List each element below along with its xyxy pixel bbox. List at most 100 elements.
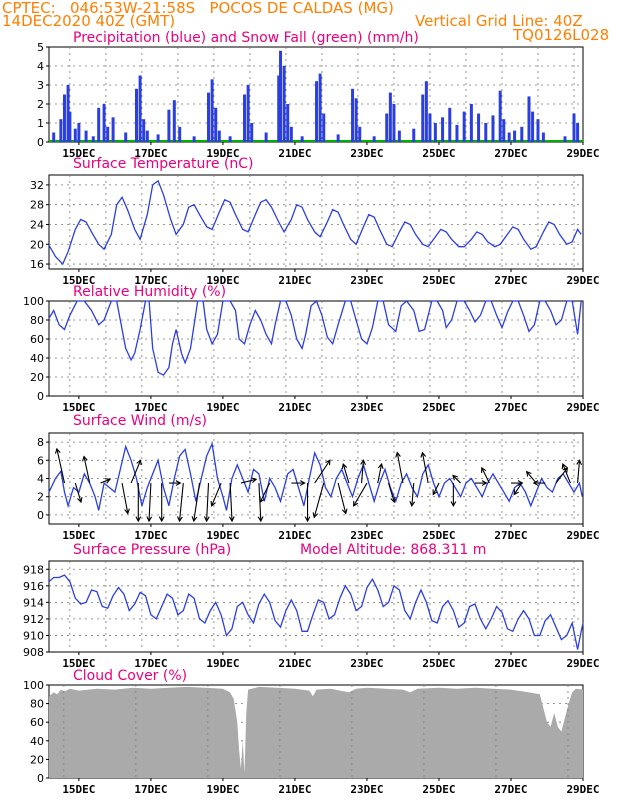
wind-arrow-head bbox=[77, 497, 83, 504]
wind-arrow bbox=[353, 482, 368, 507]
wind-arrow-head bbox=[299, 480, 306, 486]
wind-arrow bbox=[130, 460, 142, 484]
x-tick-label: 17DEC bbox=[134, 274, 167, 287]
wind-arrow-head bbox=[312, 512, 319, 519]
precip-bar bbox=[66, 85, 70, 142]
grid-note: Vertical Grid Line: 40Z bbox=[415, 12, 583, 30]
wind-arrow-head bbox=[513, 489, 519, 496]
precip-bar bbox=[563, 136, 567, 142]
y-tick-label: 28 bbox=[30, 199, 44, 212]
precip-bar bbox=[106, 126, 110, 142]
wind-arrow-head bbox=[104, 478, 112, 484]
wind-arrow bbox=[432, 482, 440, 495]
x-tick-label: 17DEC bbox=[134, 529, 167, 542]
header-line1: CPTEC: 046:53W-21:58S POCOS DE CALDAS (M… bbox=[2, 0, 394, 17]
x-tick-label: 19DEC bbox=[206, 147, 239, 160]
precip-bar bbox=[250, 123, 254, 142]
wind-arrow-head bbox=[341, 462, 348, 470]
wind-arrow-head bbox=[525, 470, 532, 477]
run-code: TQ0126L028 bbox=[513, 26, 610, 44]
y-tick-label: 8 bbox=[37, 436, 44, 449]
wind-arrow bbox=[121, 482, 129, 514]
precip-bar bbox=[217, 130, 221, 142]
precip-bar bbox=[336, 134, 340, 142]
wind-arrow-head bbox=[135, 516, 142, 523]
x-tick-label: 23DEC bbox=[350, 274, 383, 287]
precip-bar bbox=[412, 128, 416, 142]
x-tick-label: 15DEC bbox=[62, 657, 95, 670]
precip-bar bbox=[520, 126, 524, 142]
wind-arrow-head bbox=[341, 508, 348, 515]
wind-arrow-head bbox=[304, 516, 311, 523]
wind-arrow bbox=[178, 482, 184, 522]
y-tick-label: 5 bbox=[37, 41, 44, 54]
wind-arrow bbox=[396, 452, 404, 484]
wind-arrow bbox=[240, 478, 257, 484]
x-tick-label: 27DEC bbox=[494, 783, 527, 796]
wind-arrow-head bbox=[136, 459, 142, 466]
precip-bar bbox=[576, 123, 580, 142]
x-tick-label: 25DEC bbox=[422, 657, 455, 670]
wind-arrow-head bbox=[481, 480, 488, 486]
precip-bar bbox=[462, 111, 466, 142]
wind-arrow bbox=[411, 483, 415, 506]
x-tick-label: 15DEC bbox=[62, 274, 95, 287]
precip-bar bbox=[178, 126, 182, 142]
precip-bar bbox=[84, 130, 88, 142]
x-tick-label: 15DEC bbox=[62, 147, 95, 160]
panel-frame-1 bbox=[48, 174, 584, 270]
y-tick-label: 914 bbox=[23, 596, 44, 609]
precip-bar bbox=[388, 92, 392, 142]
wind-arrow-head bbox=[82, 455, 88, 462]
x-tick-label: 21DEC bbox=[278, 657, 311, 670]
wind-arrow-head bbox=[257, 516, 264, 523]
wind-arrow bbox=[56, 448, 66, 484]
wind-arrow-head bbox=[158, 516, 165, 523]
precip-bar bbox=[322, 113, 326, 142]
precip-bar bbox=[541, 132, 545, 142]
precip-bar bbox=[111, 117, 115, 142]
wind-arrow bbox=[206, 483, 210, 522]
precip-bar bbox=[243, 94, 247, 142]
wind-arrow bbox=[229, 483, 233, 522]
y-tick-label: 20 bbox=[30, 753, 44, 766]
precip-bar bbox=[484, 123, 488, 142]
x-tick-label: 23DEC bbox=[350, 147, 383, 160]
y-tick-label: 60 bbox=[30, 716, 44, 729]
precip-bar bbox=[354, 98, 358, 142]
y-tick-label: 918 bbox=[23, 563, 44, 576]
x-tick-label: 21DEC bbox=[278, 401, 311, 414]
precip-bar bbox=[264, 132, 268, 142]
precip-bar bbox=[142, 119, 146, 142]
wind-arrow bbox=[513, 482, 523, 495]
wind-arrow-head bbox=[54, 447, 61, 454]
x-tick-label: 25DEC bbox=[422, 147, 455, 160]
x-tick-label: 29DEC bbox=[566, 147, 599, 160]
precip-bar bbox=[286, 104, 290, 142]
x-tick-label: 17DEC bbox=[134, 657, 167, 670]
wind-arrow-head bbox=[432, 489, 438, 496]
x-tick-label: 23DEC bbox=[350, 783, 383, 796]
precip-bar bbox=[124, 132, 128, 142]
precip-bar bbox=[73, 128, 77, 142]
y-tick-label: 0 bbox=[37, 772, 44, 785]
wind-arrow bbox=[148, 483, 152, 522]
y-tick-label: 2 bbox=[37, 491, 44, 504]
x-tick-label: 15DEC bbox=[62, 783, 95, 796]
precip-bar bbox=[134, 88, 138, 142]
x-tick-label: 29DEC bbox=[566, 783, 599, 796]
x-tick-label: 19DEC bbox=[206, 783, 239, 796]
y-tick-label: 0 bbox=[37, 390, 44, 403]
wind-arrow-head bbox=[177, 516, 183, 523]
precip-bar bbox=[52, 132, 56, 142]
wind-arrow-head bbox=[124, 508, 130, 515]
x-tick-label: 15DEC bbox=[62, 401, 95, 414]
precip-bar bbox=[498, 90, 502, 142]
y-tick-label: 40 bbox=[30, 352, 44, 365]
x-tick-label: 25DEC bbox=[422, 401, 455, 414]
x-tick-label: 27DEC bbox=[494, 529, 527, 542]
x-tick-label: 17DEC bbox=[134, 147, 167, 160]
cloud-cover-area bbox=[49, 686, 583, 778]
wind-arrow-head bbox=[409, 501, 416, 507]
precip-bar bbox=[397, 130, 401, 142]
